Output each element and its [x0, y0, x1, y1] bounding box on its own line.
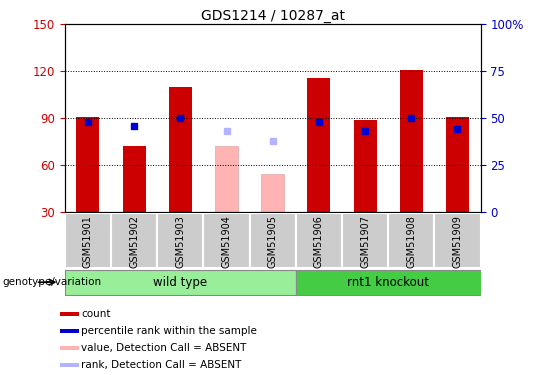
- Text: GSM51903: GSM51903: [176, 215, 185, 268]
- Bar: [123, 146, 146, 212]
- Bar: [307, 78, 330, 212]
- Bar: [215, 146, 238, 212]
- Bar: [446, 117, 469, 212]
- Bar: [261, 174, 284, 212]
- Bar: [296, 213, 342, 268]
- Bar: [296, 270, 481, 295]
- Bar: [157, 213, 203, 268]
- Text: value, Detection Call = ABSENT: value, Detection Call = ABSENT: [81, 343, 247, 353]
- Text: percentile rank within the sample: percentile rank within the sample: [81, 326, 257, 336]
- Text: GSM51904: GSM51904: [221, 215, 232, 268]
- Bar: [204, 213, 249, 268]
- Text: GSM51907: GSM51907: [360, 215, 370, 268]
- Bar: [60, 312, 78, 316]
- Text: GSM51908: GSM51908: [406, 215, 416, 268]
- Text: genotype/variation: genotype/variation: [3, 278, 102, 287]
- Text: rnt1 knockout: rnt1 knockout: [347, 276, 429, 289]
- Text: GSM51909: GSM51909: [453, 215, 462, 268]
- Text: GSM51902: GSM51902: [129, 215, 139, 268]
- Bar: [60, 328, 78, 333]
- Bar: [400, 70, 423, 212]
- Text: count: count: [81, 309, 111, 319]
- Text: GSM51906: GSM51906: [314, 215, 324, 268]
- Bar: [76, 117, 99, 212]
- Text: rank, Detection Call = ABSENT: rank, Detection Call = ABSENT: [81, 360, 241, 370]
- Bar: [65, 213, 111, 268]
- Bar: [60, 363, 78, 367]
- Bar: [435, 213, 481, 268]
- Bar: [249, 213, 296, 268]
- Text: GSM51901: GSM51901: [83, 215, 93, 268]
- Bar: [111, 213, 157, 268]
- Bar: [354, 120, 377, 212]
- Text: GSM51905: GSM51905: [268, 215, 278, 268]
- Title: GDS1214 / 10287_at: GDS1214 / 10287_at: [201, 9, 345, 23]
- Bar: [388, 213, 434, 268]
- Text: wild type: wild type: [153, 276, 207, 289]
- Bar: [342, 213, 388, 268]
- Bar: [65, 270, 296, 295]
- Bar: [60, 346, 78, 350]
- Bar: [168, 87, 192, 212]
